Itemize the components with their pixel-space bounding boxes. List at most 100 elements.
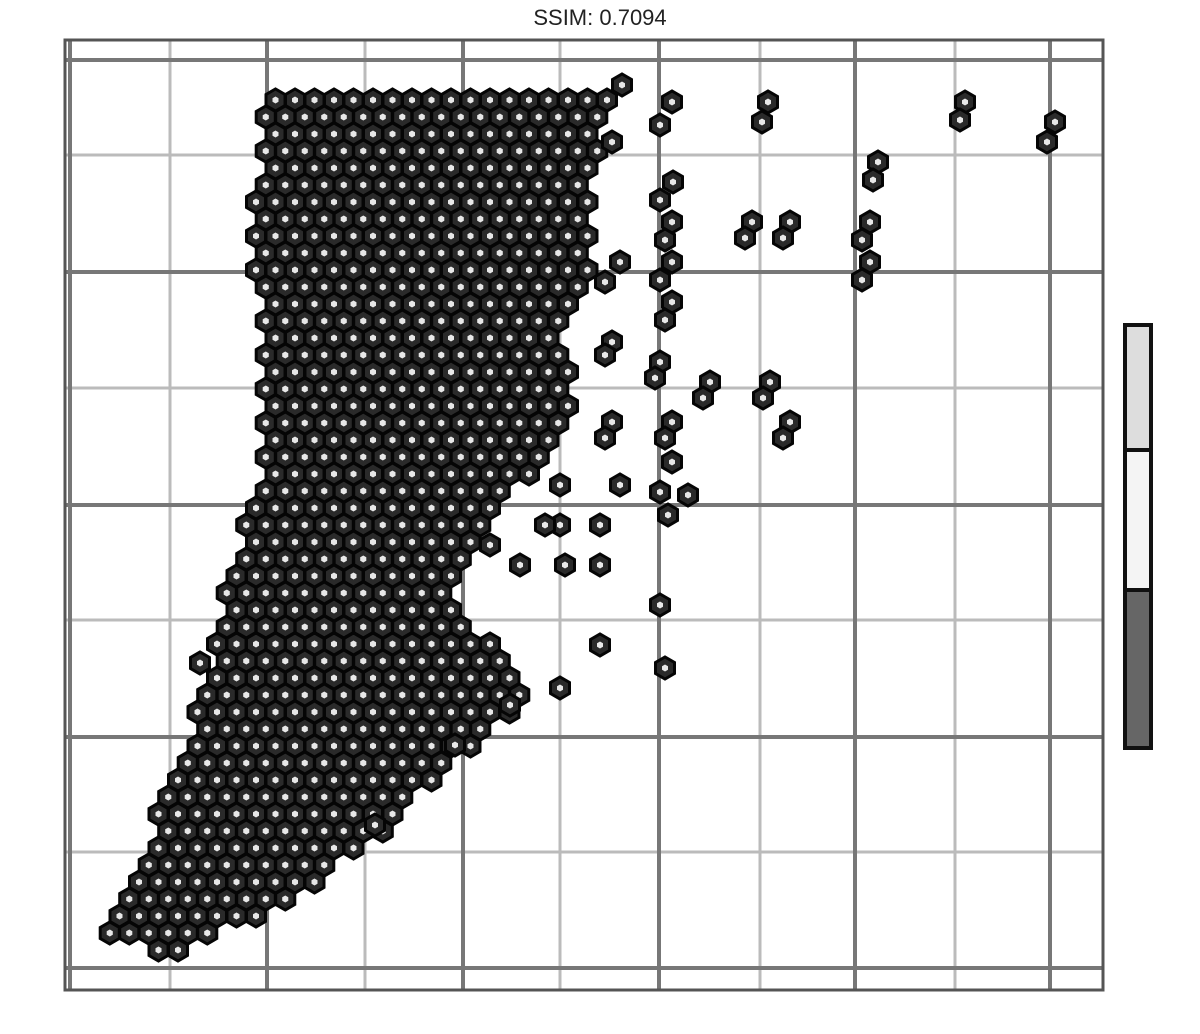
hex-core <box>418 181 425 189</box>
hex-core <box>487 541 493 549</box>
hex-core <box>233 708 240 716</box>
hex-core <box>496 487 503 495</box>
hex-core <box>448 538 454 546</box>
hex-core <box>1044 138 1050 146</box>
hex-core <box>555 147 562 155</box>
hex-core <box>545 334 552 342</box>
hex-core <box>555 283 562 291</box>
hex-core <box>467 402 474 410</box>
hex-core <box>282 657 289 665</box>
hex-core <box>399 691 406 699</box>
hex-core <box>311 708 318 716</box>
hex-core <box>487 368 493 376</box>
hex-core <box>487 164 493 172</box>
hex-core <box>448 436 454 444</box>
hex-core <box>428 96 435 104</box>
hex-core <box>350 334 357 342</box>
hex-core <box>321 419 328 427</box>
hex-core <box>487 266 493 274</box>
hex-core <box>292 572 298 580</box>
hex-core <box>214 810 220 818</box>
hex-core <box>214 742 220 750</box>
hex-core <box>370 300 376 308</box>
hex-core <box>535 317 542 325</box>
hex-core <box>301 113 308 121</box>
hex-core <box>194 810 201 818</box>
hex-core <box>428 436 435 444</box>
hex-core <box>535 385 542 393</box>
hex-core <box>282 555 289 563</box>
hex-core <box>516 419 523 427</box>
hex-core <box>662 316 668 324</box>
hex-core <box>301 793 308 801</box>
hex-core <box>584 130 591 138</box>
hex-core <box>321 725 328 733</box>
hex-core <box>418 385 425 393</box>
hex-core <box>340 351 347 359</box>
hex-core <box>253 776 259 784</box>
hex-core <box>301 419 308 427</box>
hex-core <box>321 385 328 393</box>
hex-core <box>350 640 357 648</box>
hex-core <box>457 453 464 461</box>
hex-core <box>233 776 240 784</box>
hex-core <box>428 640 435 648</box>
hex-core <box>262 317 269 325</box>
hex-core <box>467 232 474 240</box>
hex-core <box>243 793 250 801</box>
hex-core <box>399 555 406 563</box>
hex-core <box>409 232 415 240</box>
hex-core <box>331 810 337 818</box>
hex-core <box>780 234 786 242</box>
hex-core <box>350 674 357 682</box>
hex-core <box>292 504 298 512</box>
hex-core <box>597 561 603 569</box>
hex-core <box>428 504 435 512</box>
hex-core <box>477 283 484 291</box>
hex-core <box>399 113 406 121</box>
hex-core <box>565 96 571 104</box>
hex-core <box>370 266 376 274</box>
hex-core <box>438 385 445 393</box>
hex-core <box>223 793 230 801</box>
hex-core <box>331 844 337 852</box>
hex-core <box>767 378 773 386</box>
hex-core <box>379 759 386 767</box>
hex-core <box>331 368 337 376</box>
hex-core <box>292 708 298 716</box>
hex-core <box>301 147 308 155</box>
hex-core <box>565 266 571 274</box>
hex-core <box>194 878 201 886</box>
hex-core <box>340 215 347 223</box>
hex-core <box>609 338 615 346</box>
hex-core <box>707 378 713 386</box>
hex-core <box>282 623 289 631</box>
hex-core <box>418 147 425 155</box>
hex-core <box>253 538 259 546</box>
hex-core <box>526 470 532 478</box>
hex-core <box>379 589 386 597</box>
hex-core <box>155 878 162 886</box>
hex-core <box>685 491 691 499</box>
hex-core <box>282 181 289 189</box>
hex-core <box>311 334 318 342</box>
hex-core <box>700 394 706 402</box>
hex-core <box>350 232 357 240</box>
hex-core <box>487 334 493 342</box>
hex-core <box>301 623 308 631</box>
hex-core <box>262 453 269 461</box>
hex-core <box>155 912 162 920</box>
hex-core <box>399 215 406 223</box>
hex-core <box>360 385 367 393</box>
hex-core <box>574 283 581 291</box>
hex-core <box>292 606 298 614</box>
hex-core <box>272 878 279 886</box>
hex-core <box>301 317 308 325</box>
hex-core <box>457 317 464 325</box>
hex-core <box>584 164 591 172</box>
hex-core <box>331 198 337 206</box>
hex-core <box>311 436 318 444</box>
hex-core <box>184 827 191 835</box>
hex-core <box>555 181 562 189</box>
hex-core <box>243 895 250 903</box>
